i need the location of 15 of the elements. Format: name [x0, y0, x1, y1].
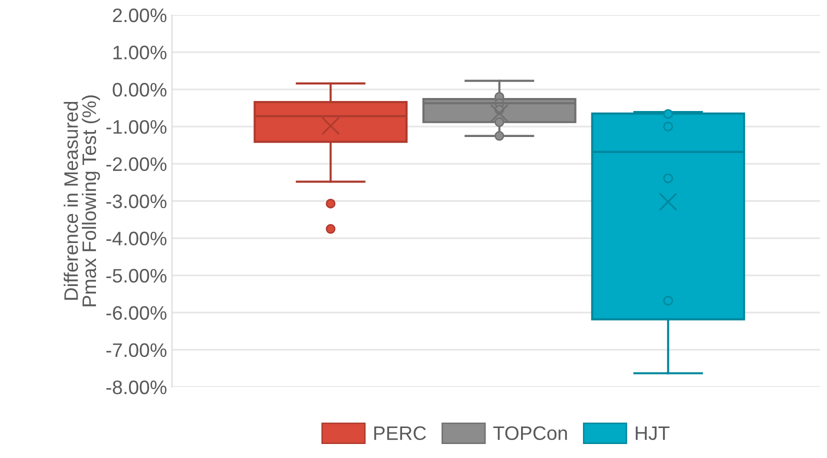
legend-label: HJT: [636, 426, 670, 440]
y-tick-label: -5.00%: [106, 268, 166, 283]
y-tick-label: -3.00%: [106, 194, 166, 208]
y-tick-label: -1.00%: [106, 120, 166, 134]
y-tick-label: 1.00%: [113, 46, 166, 60]
y-tick-label: -7.00%: [106, 343, 166, 358]
y-tick-label: -4.00%: [106, 232, 166, 246]
y-tick-label: -6.00%: [106, 306, 166, 320]
y-axis-title: Difference in Measured Pmax Following Test (%): [64, 95, 100, 306]
y-tick-label: 2.00%: [112, 8, 166, 22]
legend-label: PERC: [374, 426, 426, 440]
legend-label: TOPCon: [493, 426, 567, 440]
y-tick-label: -2.00%: [106, 157, 166, 172]
y-tick-label: -8.00%: [106, 380, 166, 394]
y-tick-label: 0.00%: [112, 82, 166, 97]
